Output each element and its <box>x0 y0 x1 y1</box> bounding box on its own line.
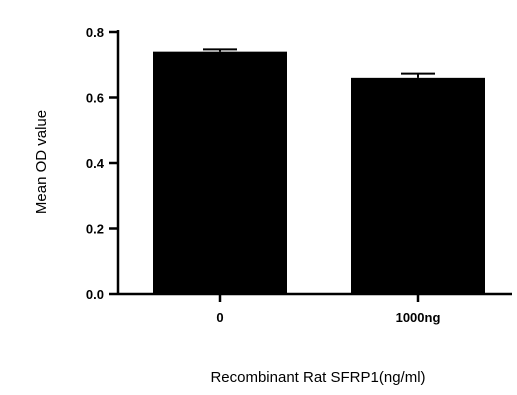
x-tick-label-0: 0 <box>216 310 223 325</box>
x-axis-title: Recombinant Rat SFRP1(ng/ml) <box>210 369 425 386</box>
y-tick-label-4: 0.8 <box>86 25 104 40</box>
x-tick-label-1: 1000ng <box>396 310 441 325</box>
y-tick-label-2: 0.4 <box>86 156 105 171</box>
y-tick-label-0: 0.0 <box>86 287 104 302</box>
bar-1 <box>351 77 485 294</box>
plot-area: 0.0 0.2 0.4 0.6 0.8 0 1000ng <box>86 25 512 325</box>
y-tick-label-1: 0.2 <box>86 222 104 237</box>
bar-0 <box>153 51 287 295</box>
y-tick-label-3: 0.6 <box>86 91 104 106</box>
y-axis-title: Mean OD value <box>33 110 50 214</box>
